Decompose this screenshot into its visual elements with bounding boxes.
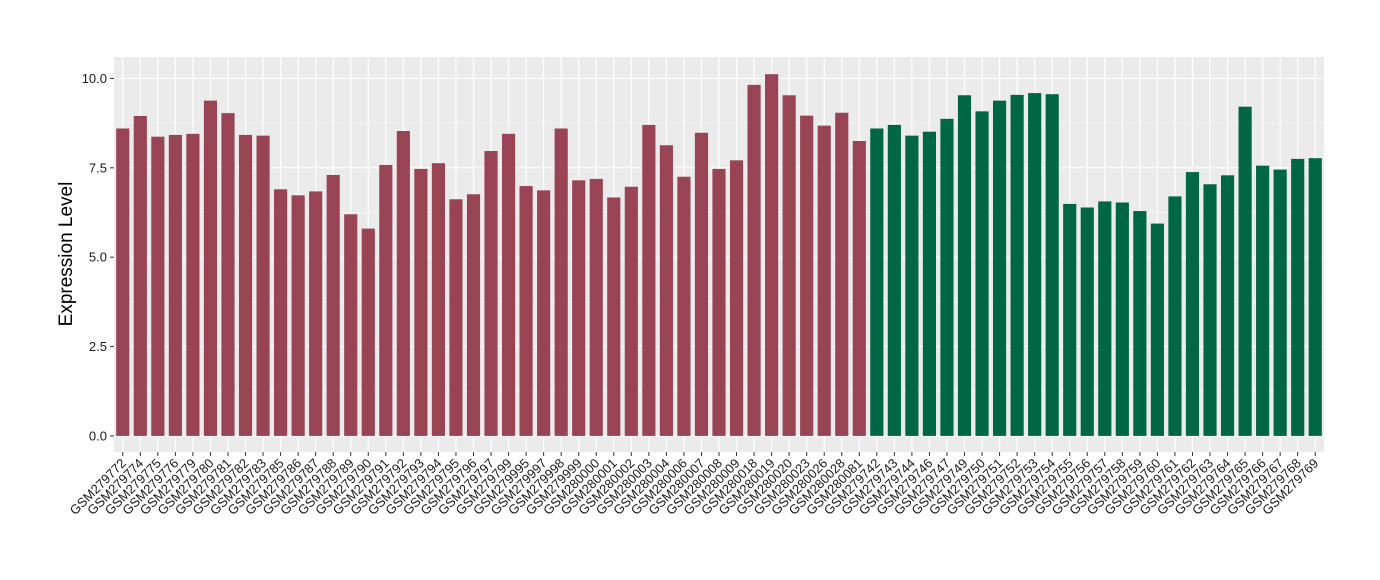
bar-GSM280006 [677,176,691,436]
bar-GSM280002 [624,186,638,436]
y-tick-label: 2.5 [89,339,107,354]
bar-GSM279774 [133,115,147,436]
bar-GSM279793 [414,168,428,436]
bar-GSM279760 [1150,223,1164,436]
bar-GSM279998 [554,128,568,436]
y-axis-title: Expression Level [56,182,77,327]
bar-GSM279766 [1256,165,1270,436]
y-tick-label: 5.0 [89,250,107,265]
bar-GSM279790 [361,228,375,436]
bar-GSM279995 [519,186,533,436]
bar-GSM279786 [291,195,305,436]
bar-GSM280004 [659,145,673,436]
bar-GSM279756 [1080,207,1094,436]
bar-GSM279799 [501,133,516,436]
bar-GSM280001 [607,197,621,436]
x-axis: GSM279772GSM279774GSM279775GSM279776GSM2… [67,452,1321,518]
bar-GSM279779 [186,133,200,436]
bar-GSM279757 [1098,201,1112,436]
y-tick-label: 7.5 [89,160,107,175]
bar-GSM279772 [116,128,130,436]
bar-GSM279795 [449,199,463,436]
bar-GSM279751 [993,100,1007,436]
bar-GSM279783 [256,135,270,436]
bar-GSM279797 [484,151,498,436]
bar-GSM279796 [466,194,481,436]
bar-GSM279792 [396,130,410,436]
bar-GSM279782 [238,134,253,436]
bar-GSM279789 [344,214,358,436]
bar-GSM279999 [572,180,586,436]
bar-GSM280023 [800,115,814,436]
bar-GSM280028 [835,112,849,436]
y-axis: 0.0 2.5 5.0 7.5 10.0 [82,71,114,443]
bar-GSM279769 [1308,158,1322,436]
bar-GSM280018 [747,84,761,436]
bar-GSM280000 [589,178,603,436]
bar-GSM279768 [1291,158,1305,436]
bar-GSM279788 [326,174,340,436]
y-tick-label: 0.0 [89,428,107,443]
bar-GSM279753 [1028,93,1042,436]
bar-GSM279762 [1185,172,1200,436]
bars [116,74,1322,436]
bar-GSM280007 [694,132,709,436]
bar-GSM279744 [905,135,919,436]
bar-GSM279746 [922,131,937,436]
bar-GSM279780 [203,100,218,436]
bar-GSM279767 [1273,169,1287,436]
bar-GSM279776 [168,134,182,436]
bar-GSM279759 [1133,211,1147,436]
bar-GSM279755 [1063,203,1077,436]
bar-GSM280003 [642,124,656,436]
bar-GSM279794 [431,163,445,436]
bar-GSM279787 [309,191,323,436]
bar-GSM279743 [887,124,901,436]
bar-GSM279752 [1010,94,1024,436]
bar-GSM279747 [940,118,954,436]
bar-GSM280008 [712,168,726,436]
bar-GSM280026 [817,125,831,436]
bar-GSM279763 [1203,184,1217,436]
y-tick-label: 10.0 [82,71,107,86]
bar-GSM280081 [852,141,866,436]
bar-GSM279765 [1238,106,1252,436]
bar-GSM279761 [1168,196,1182,436]
bar-GSM279781 [221,113,235,436]
bar-GSM280019 [765,74,779,436]
bar-GSM279750 [975,111,989,436]
bar-GSM279997 [537,190,551,436]
bar-GSM280020 [782,95,796,436]
bar-GSM279742 [870,128,884,436]
bar-GSM280009 [729,160,744,436]
bar-GSM279791 [379,164,393,436]
bar-GSM279754 [1045,94,1059,436]
bar-GSM279785 [274,189,288,436]
bar-GSM279775 [151,136,165,436]
bar-GSM279749 [957,95,972,436]
bar-GSM279758 [1115,202,1129,436]
bar-GSM279764 [1220,175,1235,436]
